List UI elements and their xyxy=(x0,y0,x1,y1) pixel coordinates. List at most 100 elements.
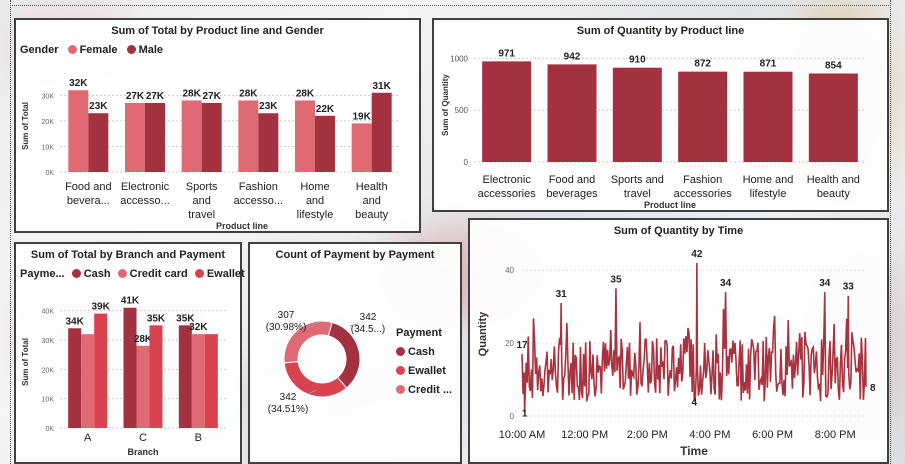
legend-female-swatch xyxy=(67,45,77,54)
bar-female xyxy=(125,103,145,172)
bar-credit-card xyxy=(81,334,95,428)
bar-quantity xyxy=(743,71,793,162)
legend-cash-label: Cash xyxy=(83,268,111,280)
data-label: 19K xyxy=(352,111,371,122)
legend-title: Payment xyxy=(396,327,442,339)
y-axis-title: Sum of Total xyxy=(21,338,30,386)
bar-quantity xyxy=(612,67,662,162)
x-tick-label: beauty xyxy=(355,209,389,221)
chart-quantity-by-product[interactable]: Sum of Quantity by Product line 0 500 1000… xyxy=(432,18,889,212)
y-tick-label: 10K xyxy=(42,397,55,404)
legend-cash-swatch xyxy=(71,269,81,278)
chart-title: Sum of Total by Branch and Payment xyxy=(30,249,226,261)
x-tick-label: 10:00 AM xyxy=(499,429,545,441)
chart-total-by-product-gender[interactable]: Sum of Total by Product line and Gender … xyxy=(14,18,421,233)
legend-credit-card-label: Credit card xyxy=(129,268,188,280)
leader-line xyxy=(307,389,317,395)
y-tick-label: 0K xyxy=(45,426,54,433)
chart-plot-area: 307(30.98%)342(34.5...)342(34.51%) xyxy=(266,310,386,415)
x-tick-label: lifestyle xyxy=(297,209,334,221)
report-border-left xyxy=(10,0,11,464)
x-tick-label: accessories xyxy=(478,188,537,200)
bar-female xyxy=(295,100,315,172)
y-tick-label: 20K xyxy=(42,367,55,374)
y-tick-label: 10K xyxy=(42,144,55,151)
x-tick-label: 2:00 PM xyxy=(627,429,668,441)
data-label: 22K xyxy=(316,104,335,115)
legend-credit-card-swatch xyxy=(117,269,127,278)
bar-ewallet xyxy=(94,313,108,428)
x-tick-label: beverages xyxy=(546,188,598,200)
y-axis-title: Quantity xyxy=(477,311,489,356)
bar-male xyxy=(371,92,392,172)
data-label: 35K xyxy=(147,313,166,324)
x-tick-label: Home and xyxy=(743,174,794,186)
bar-female xyxy=(181,100,202,172)
data-label: 854 xyxy=(825,60,842,71)
data-label: 34 xyxy=(720,278,732,289)
bar-cash xyxy=(68,328,82,428)
y-axis-title: Sum of Quantity xyxy=(441,74,450,136)
chart-title: Sum of Quantity by Time xyxy=(613,225,744,237)
data-label: 39K xyxy=(91,302,110,313)
y-tick-label: 500 xyxy=(455,106,469,115)
x-tick-label: 8:00 PM xyxy=(815,429,856,441)
y-tick-label: 40K xyxy=(42,309,55,316)
data-label-cash: 342 xyxy=(360,312,377,323)
bar-male xyxy=(258,113,279,172)
data-label: 34K xyxy=(65,316,84,327)
legend-ewallet-swatch xyxy=(194,269,204,278)
chart-legend[interactable]: Payme... Cash Credit card Ewallet xyxy=(20,268,245,280)
x-tick-label: Home xyxy=(300,181,329,193)
bar-cash xyxy=(178,325,192,428)
x-tick-label: Food and xyxy=(549,174,595,186)
chart-title: Count of Payment by Payment xyxy=(275,249,435,261)
x-tick-label: 12:00 PM xyxy=(561,429,608,441)
x-tick-label: Health and xyxy=(807,174,860,186)
data-label: 28K xyxy=(182,88,201,99)
chart-title: Sum of Total by Product line and Gender xyxy=(111,25,324,37)
x-tick-label: accesso... xyxy=(234,195,284,207)
data-label: 33 xyxy=(843,282,855,293)
report-border-right xyxy=(890,0,891,464)
legend-ewallet-swatch xyxy=(396,366,405,375)
chart-legend[interactable]: Gender Female Male xyxy=(20,44,163,56)
data-label: 4 xyxy=(691,397,697,408)
data-label: 23K xyxy=(259,101,278,112)
bar-quantity xyxy=(482,61,532,162)
x-tick-label: 6:00 PM xyxy=(752,429,793,441)
x-tick-label: B xyxy=(195,432,202,444)
y-tick-label: 0 xyxy=(510,412,515,421)
report-border-top xyxy=(10,5,891,6)
y-tick-label: 30K xyxy=(42,338,55,345)
data-label: 28K xyxy=(296,88,315,99)
bar-female xyxy=(238,100,259,172)
legend-male-label: Male xyxy=(138,44,164,56)
x-tick-label: Fashion xyxy=(683,174,722,186)
x-axis-title: Branch xyxy=(127,447,158,457)
x-axis-title: Product line xyxy=(644,200,696,210)
chart-legend[interactable]: Payment Cash Ewallet Credit ... xyxy=(396,324,452,400)
legend-cash-swatch xyxy=(396,347,405,356)
chart-payment-count[interactable]: Count of Payment by Payment 307 (30.98%) 3… xyxy=(248,242,462,464)
legend-male-swatch xyxy=(126,45,136,54)
data-label: 942 xyxy=(564,51,581,62)
chart-total-by-branch-payment[interactable]: Sum of Total by Branch and Payment Payme… xyxy=(14,242,245,464)
x-tick-label: and xyxy=(192,195,210,207)
data-label-cash: (34.5...) xyxy=(351,324,385,335)
data-label-ewallet: 342 xyxy=(280,392,297,403)
chart-quantity-by-time[interactable]: Sum of Quantity by Time 0 20 40 10:00 AM 12:… xyxy=(468,218,889,464)
data-label: 28K xyxy=(134,334,153,345)
bar-male xyxy=(201,103,222,172)
x-tick-label: Fashion xyxy=(239,181,278,193)
data-label: 35K xyxy=(176,313,195,324)
bar-female xyxy=(351,123,372,172)
x-tick-label: Electronic xyxy=(483,174,532,186)
x-tick-label: and xyxy=(362,195,380,207)
bar-female xyxy=(68,90,89,172)
data-label: 35 xyxy=(610,274,622,285)
legend-female-label: Female xyxy=(79,44,118,56)
y-axis-title: Sum of Total xyxy=(21,102,30,150)
x-tick-label: travel xyxy=(188,209,215,221)
